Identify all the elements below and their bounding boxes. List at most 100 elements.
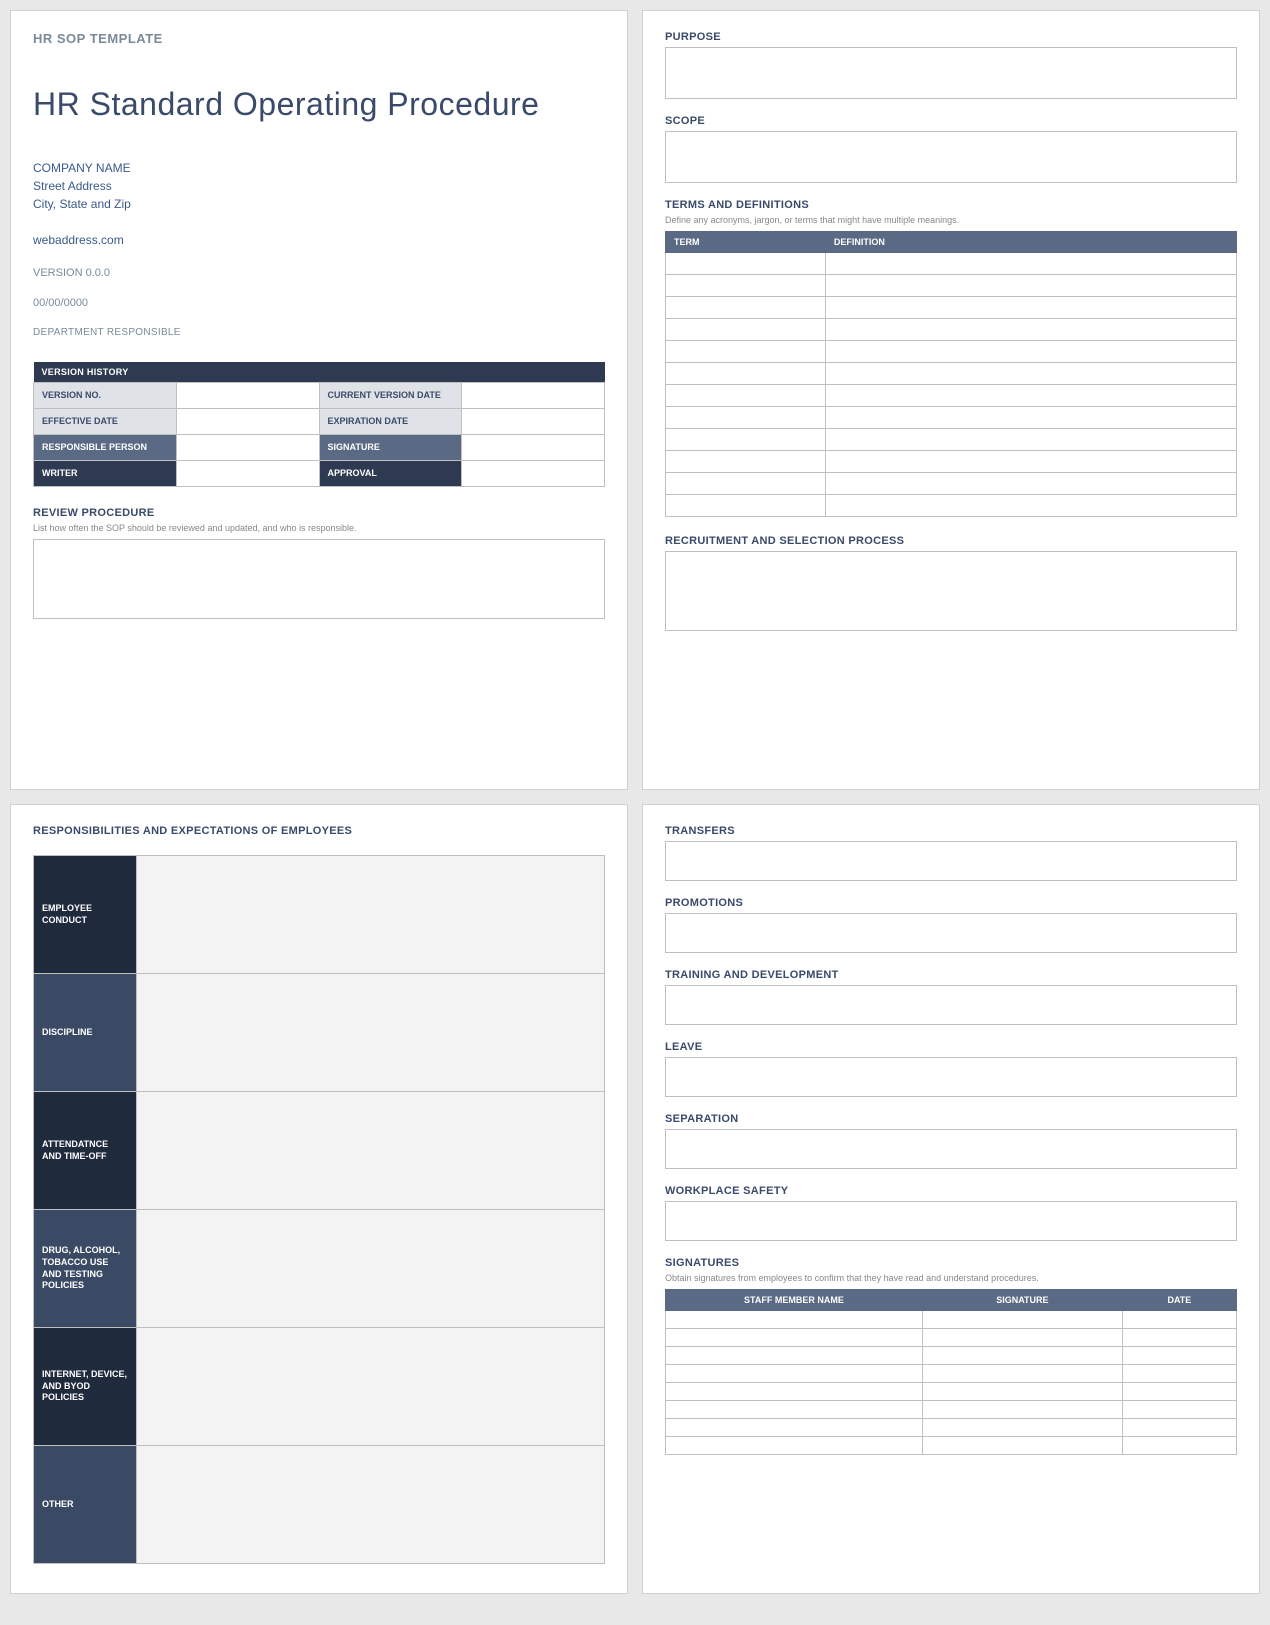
term-cell[interactable]	[666, 385, 826, 407]
definition-cell[interactable]	[825, 275, 1236, 297]
sig-name[interactable]	[666, 1365, 923, 1383]
definition-cell[interactable]	[825, 473, 1236, 495]
definition-cell[interactable]	[825, 341, 1236, 363]
sig-name[interactable]	[666, 1311, 923, 1329]
terms-title: TERMS AND DEFINITIONS	[665, 199, 1237, 211]
vh-value[interactable]	[462, 460, 605, 486]
definition-cell[interactable]	[825, 297, 1236, 319]
section-title: LEAVE	[665, 1041, 1237, 1053]
resp-value[interactable]	[136, 1328, 604, 1446]
sig-name[interactable]	[666, 1419, 923, 1437]
term-cell[interactable]	[666, 363, 826, 385]
signatures-sub: Obtain signatures from employees to conf…	[665, 1273, 1237, 1283]
definition-cell[interactable]	[825, 319, 1236, 341]
section-field[interactable]	[665, 985, 1237, 1025]
scope-field[interactable]	[665, 131, 1237, 183]
section-title: SEPARATION	[665, 1113, 1237, 1125]
version-history-title: VERSION HISTORY	[34, 362, 605, 383]
section-field[interactable]	[665, 1057, 1237, 1097]
term-cell[interactable]	[666, 429, 826, 451]
review-title: REVIEW PROCEDURE	[33, 507, 605, 519]
sig-date[interactable]	[1122, 1365, 1236, 1383]
section-field[interactable]	[665, 1201, 1237, 1241]
sig-date[interactable]	[1122, 1401, 1236, 1419]
sig-name[interactable]	[666, 1347, 923, 1365]
sig-date[interactable]	[1122, 1311, 1236, 1329]
definition-cell[interactable]	[825, 363, 1236, 385]
resp-value[interactable]	[136, 974, 604, 1092]
responsibilities-table: EMPLOYEE CONDUCTDISCIPLINEATTENDATNCE AN…	[33, 855, 605, 1564]
department-line: DEPARTMENT RESPONSIBLE	[33, 327, 605, 338]
resp-value[interactable]	[136, 1210, 604, 1328]
term-cell[interactable]	[666, 297, 826, 319]
sig-date[interactable]	[1122, 1383, 1236, 1401]
template-label: HR SOP TEMPLATE	[33, 31, 605, 46]
review-field[interactable]	[33, 539, 605, 619]
sig-signature[interactable]	[922, 1437, 1122, 1455]
sig-name[interactable]	[666, 1329, 923, 1347]
sig-signature[interactable]	[922, 1365, 1122, 1383]
review-sub: List how often the SOP should be reviewe…	[33, 523, 605, 533]
purpose-title: PURPOSE	[665, 31, 1237, 43]
section-field[interactable]	[665, 1129, 1237, 1169]
term-cell[interactable]	[666, 407, 826, 429]
vh-value[interactable]	[462, 382, 605, 408]
sig-date[interactable]	[1122, 1437, 1236, 1455]
definition-cell[interactable]	[825, 385, 1236, 407]
resp-value[interactable]	[136, 1092, 604, 1210]
sig-signature[interactable]	[922, 1419, 1122, 1437]
terms-col-definition: DEFINITION	[825, 232, 1236, 253]
term-cell[interactable]	[666, 451, 826, 473]
sig-name[interactable]	[666, 1401, 923, 1419]
section-field[interactable]	[665, 841, 1237, 881]
vh-value[interactable]	[462, 408, 605, 434]
sig-col: SIGNATURE	[922, 1290, 1122, 1311]
term-cell[interactable]	[666, 319, 826, 341]
sig-signature[interactable]	[922, 1311, 1122, 1329]
sig-signature[interactable]	[922, 1329, 1122, 1347]
terms-table: TERM DEFINITION	[665, 231, 1237, 517]
term-cell[interactable]	[666, 253, 826, 275]
definition-cell[interactable]	[825, 429, 1236, 451]
sig-date[interactable]	[1122, 1329, 1236, 1347]
vh-value[interactable]	[176, 434, 319, 460]
document-title: HR Standard Operating Procedure	[33, 86, 605, 123]
term-cell[interactable]	[666, 473, 826, 495]
resp-label: EMPLOYEE CONDUCT	[34, 856, 137, 974]
section-field[interactable]	[665, 913, 1237, 953]
page-1: HR SOP TEMPLATE HR Standard Operating Pr…	[10, 10, 628, 790]
definition-cell[interactable]	[825, 451, 1236, 473]
recruitment-field[interactable]	[665, 551, 1237, 631]
resp-value[interactable]	[136, 1446, 604, 1564]
sig-signature[interactable]	[922, 1401, 1122, 1419]
definition-cell[interactable]	[825, 253, 1236, 275]
vh-value[interactable]	[176, 460, 319, 486]
definition-cell[interactable]	[825, 407, 1236, 429]
resp-value[interactable]	[136, 856, 604, 974]
resp-label: INTERNET, DEVICE, AND BYOD POLICIES	[34, 1328, 137, 1446]
vh-label: EXPIRATION DATE	[319, 408, 462, 434]
section-title: PROMOTIONS	[665, 897, 1237, 909]
company-street: Street Address	[33, 177, 605, 195]
vh-value[interactable]	[176, 408, 319, 434]
sig-date[interactable]	[1122, 1419, 1236, 1437]
date-line: 00/00/0000	[33, 297, 605, 309]
definition-cell[interactable]	[825, 495, 1236, 517]
sig-name[interactable]	[666, 1437, 923, 1455]
vh-value[interactable]	[176, 382, 319, 408]
term-cell[interactable]	[666, 341, 826, 363]
signatures-table: STAFF MEMBER NAMESIGNATUREDATE	[665, 1289, 1237, 1455]
sig-signature[interactable]	[922, 1347, 1122, 1365]
term-cell[interactable]	[666, 495, 826, 517]
vh-value[interactable]	[462, 434, 605, 460]
sig-name[interactable]	[666, 1383, 923, 1401]
sig-date[interactable]	[1122, 1347, 1236, 1365]
section-title: TRAINING AND DEVELOPMENT	[665, 969, 1237, 981]
company-web: webaddress.com	[33, 231, 605, 249]
term-cell[interactable]	[666, 275, 826, 297]
purpose-field[interactable]	[665, 47, 1237, 99]
sig-signature[interactable]	[922, 1383, 1122, 1401]
resp-label: DISCIPLINE	[34, 974, 137, 1092]
section-title: WORKPLACE SAFETY	[665, 1185, 1237, 1197]
company-name: COMPANY NAME	[33, 159, 605, 177]
